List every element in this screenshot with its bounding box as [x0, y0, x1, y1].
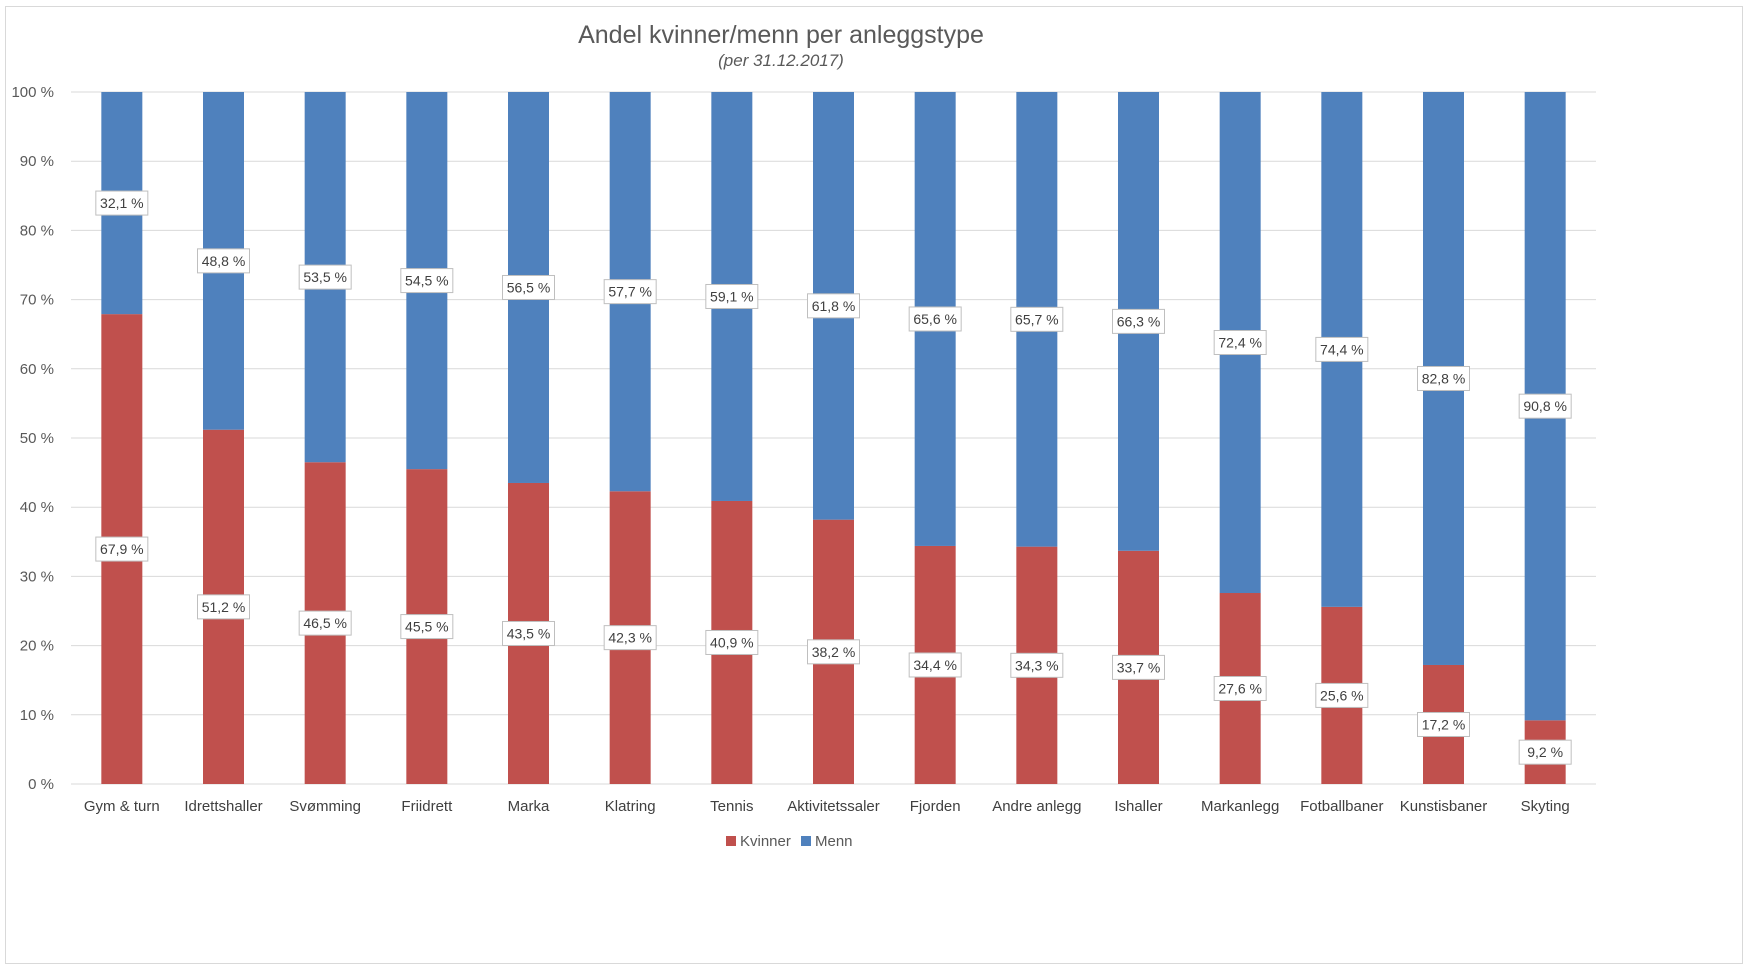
data-label-box	[603, 625, 657, 651]
data-label-box	[197, 248, 250, 274]
data-label-box	[95, 536, 149, 562]
data-label: 27,6 %	[1218, 681, 1262, 697]
data-label: 82,8 %	[1422, 370, 1466, 386]
data-label: 42,3 %	[608, 630, 652, 646]
data-label-box	[502, 274, 555, 300]
data-label-box	[1112, 308, 1165, 334]
data-label: 65,7 %	[1015, 311, 1059, 327]
legend-swatch-kvinner	[726, 836, 736, 846]
y-tick-label: 60 %	[20, 361, 54, 378]
data-label: 38,2 %	[812, 644, 856, 660]
data-label-box	[807, 293, 860, 319]
data-label-box	[400, 614, 454, 640]
data-label: 67,9 %	[100, 541, 144, 557]
data-label: 59,1 %	[710, 288, 754, 304]
category-label: Svømming	[289, 798, 361, 815]
category-label: Aktivitetssaler	[787, 798, 880, 815]
data-label-box	[1315, 336, 1369, 362]
y-tick-label: 0 %	[28, 776, 54, 793]
y-axis-tick-labels: 0 % 10 % 20 % 30 % 40 % 50 % 60 % 70 % 80 % 90 % 1…	[11, 84, 54, 793]
data-label-box	[807, 639, 860, 665]
data-label-box	[1518, 739, 1572, 765]
legend-swatch-menn	[801, 836, 811, 846]
y-tick-label: 50 %	[20, 430, 54, 447]
data-label: 34,4 %	[913, 657, 957, 673]
data-label: 40,9 %	[710, 634, 754, 650]
legend-label-kvinner: Kvinner	[740, 833, 791, 850]
data-label-box	[95, 190, 149, 216]
category-label: Andre anlegg	[992, 798, 1081, 815]
category-label: Klatring	[605, 798, 656, 815]
data-label-box	[1010, 652, 1064, 678]
category-label: Fotballbaner	[1300, 798, 1383, 815]
data-label-box	[1315, 682, 1369, 708]
y-tick-label: 10 %	[20, 707, 54, 724]
data-label: 74,4 %	[1320, 341, 1364, 357]
data-label: 54,5 %	[405, 273, 449, 289]
data-label-box	[705, 629, 759, 655]
category-label: Friidrett	[401, 798, 453, 815]
data-label-box	[908, 652, 962, 678]
data-label: 90,8 %	[1523, 398, 1567, 414]
y-tick-label: 40 %	[20, 499, 54, 516]
y-tick-label: 20 %	[20, 638, 54, 655]
data-labels: 67,9 % 32,1 % 51,2 % 48,8 % 46,5 % 53,5 % 45,5…	[95, 190, 1572, 765]
data-label: 32,1 %	[100, 195, 144, 211]
y-tick-label: 80 %	[20, 222, 54, 239]
data-label: 25,6 %	[1320, 687, 1364, 703]
category-label: Fjorden	[910, 798, 961, 815]
data-label-box	[1112, 654, 1165, 680]
chart-frame: Andel kvinner/menn per anleggstype (per …	[5, 6, 1743, 964]
data-label-box	[197, 594, 250, 620]
data-label-box	[298, 264, 352, 290]
category-label: Marka	[508, 798, 550, 815]
data-label: 33,7 %	[1117, 659, 1161, 675]
stacked-bar-chart: Andel kvinner/menn per anleggstype (per …	[11, 21, 1596, 850]
data-label: 61,8 %	[812, 298, 856, 314]
data-label-box	[1010, 306, 1064, 332]
category-label: Ishaller	[1114, 798, 1162, 815]
data-label-box	[400, 268, 454, 294]
category-label: Skyting	[1521, 798, 1570, 815]
data-label-box	[1213, 330, 1267, 356]
data-label: 34,3 %	[1015, 657, 1059, 673]
chart-title: Andel kvinner/menn per anleggstype	[578, 21, 984, 49]
category-label: Idrettshaller	[184, 798, 262, 815]
data-label: 17,2 %	[1422, 716, 1466, 732]
data-label-box	[1518, 393, 1572, 419]
x-axis-category-labels: Gym & turn Idrettshaller Svømming Friidrett…	[84, 798, 1570, 815]
data-label-box	[908, 306, 962, 332]
data-label-box	[1417, 711, 1470, 737]
category-label: Kunstisbaner	[1400, 798, 1488, 815]
data-label: 45,5 %	[405, 619, 449, 635]
data-label: 57,7 %	[608, 284, 652, 300]
data-label-box	[298, 610, 352, 636]
data-label-box	[502, 620, 555, 646]
data-label: 65,6 %	[913, 311, 957, 327]
data-label: 43,5 %	[507, 625, 551, 641]
data-label: 72,4 %	[1218, 335, 1262, 351]
category-label: Gym & turn	[84, 798, 160, 815]
data-label-box	[603, 279, 657, 305]
category-label: Tennis	[710, 798, 753, 815]
y-tick-label: 100 %	[11, 84, 54, 101]
data-label-box	[705, 283, 759, 309]
data-label: 46,5 %	[303, 615, 347, 631]
y-tick-label: 30 %	[20, 568, 54, 585]
data-label: 53,5 %	[303, 269, 347, 285]
data-label-box	[1417, 365, 1470, 391]
data-label: 48,8 %	[202, 253, 246, 269]
chart-subtitle: (per 31.12.2017)	[718, 51, 844, 70]
data-label-box	[1213, 676, 1267, 702]
legend: Kvinner Menn	[726, 833, 853, 850]
legend-label-menn: Menn	[815, 833, 853, 850]
y-tick-label: 90 %	[20, 153, 54, 170]
data-label: 66,3 %	[1117, 313, 1161, 329]
y-tick-label: 70 %	[20, 292, 54, 309]
category-label: Markanlegg	[1201, 798, 1279, 815]
bars	[101, 92, 1566, 784]
data-label: 51,2 %	[202, 599, 246, 615]
data-label: 9,2 %	[1527, 744, 1563, 760]
data-label: 56,5 %	[507, 279, 551, 295]
